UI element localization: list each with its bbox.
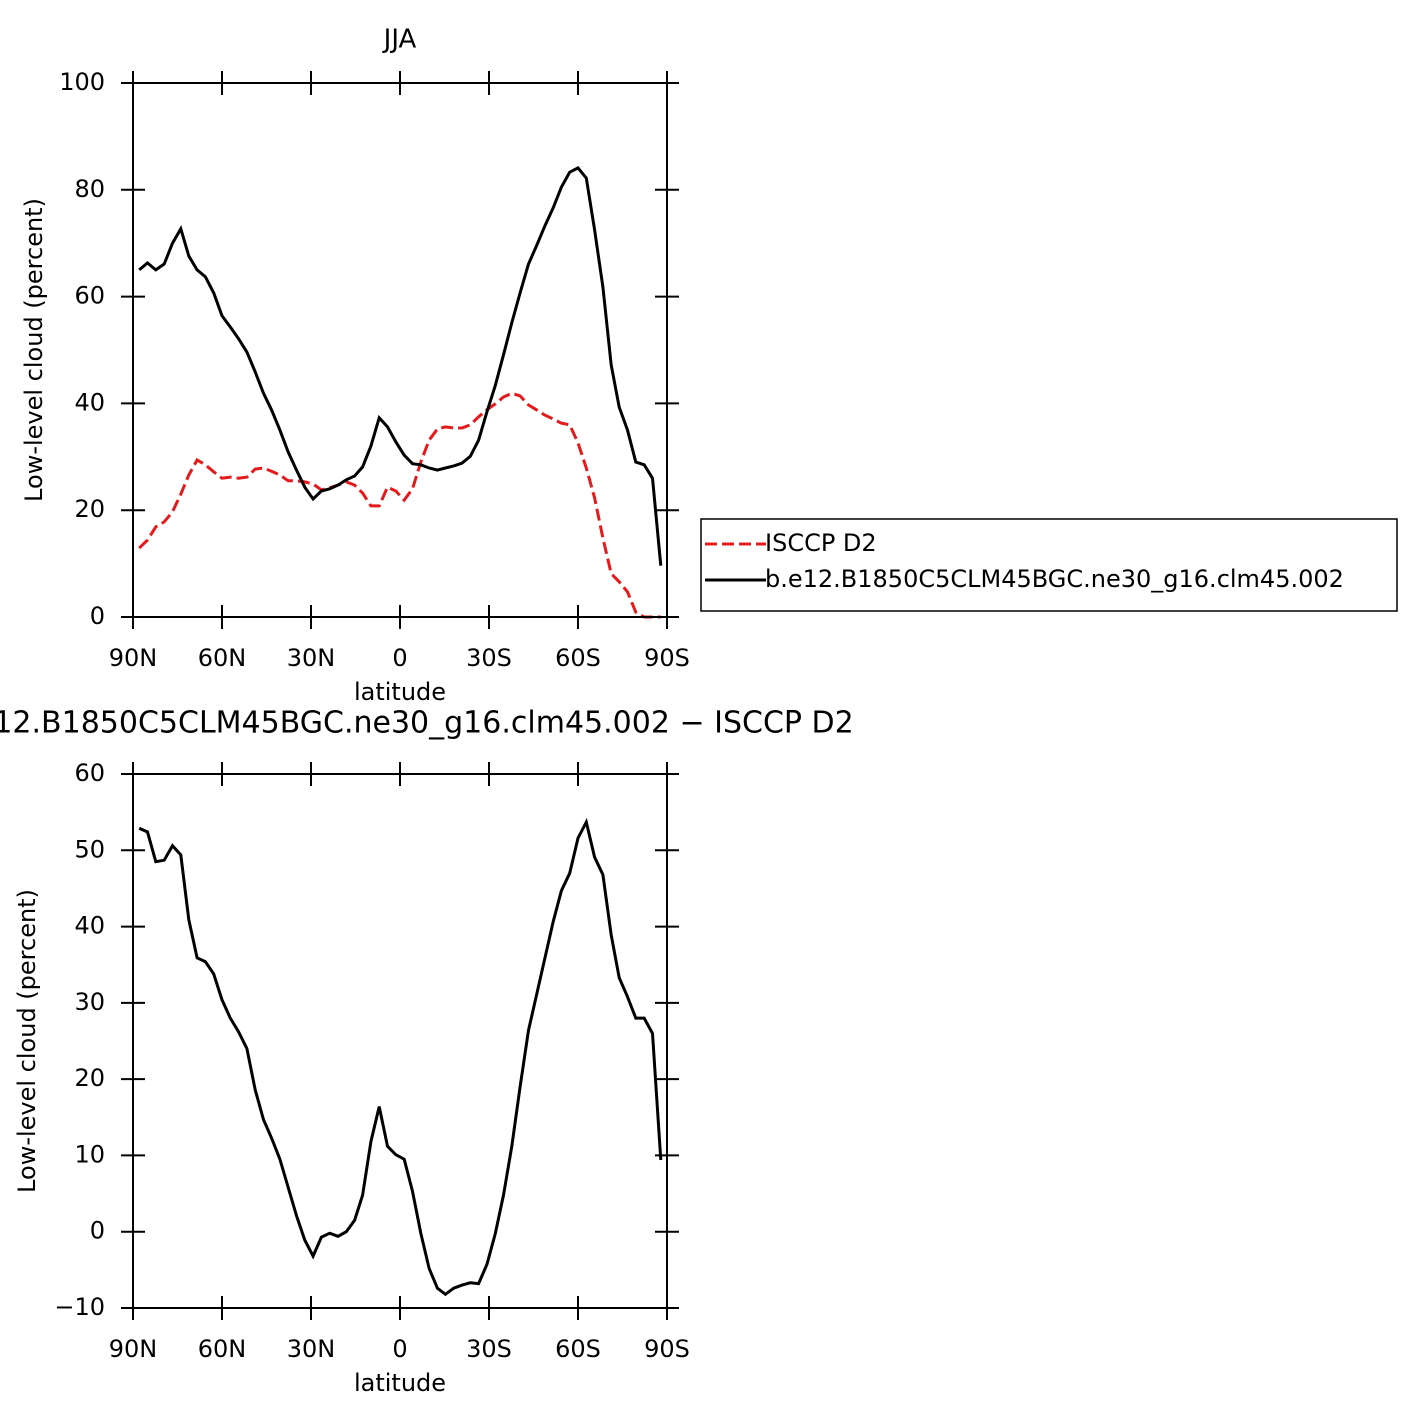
- x-tick-label: 30N: [287, 1335, 336, 1363]
- y-tick-label: 60: [74, 759, 105, 787]
- y-tick-label: 40: [74, 912, 105, 940]
- y-tick-label: 40: [74, 388, 105, 416]
- x-tick-label: 90S: [644, 1335, 690, 1363]
- y-tick-label: 80: [74, 175, 105, 203]
- x-axis-label: latitude: [354, 1369, 446, 1397]
- x-tick-label: 30S: [466, 644, 512, 672]
- series-line: [138, 817, 663, 1297]
- chart-title: b.e12.B1850C5CLM45BGC.ne30_g16.clm45.002…: [0, 706, 854, 741]
- x-tick-label: 30S: [466, 1335, 512, 1363]
- y-axis-label: Low-level cloud (percent): [20, 198, 48, 502]
- y-tick-label: −10: [54, 1293, 105, 1321]
- series-line: [138, 391, 661, 619]
- series-line: [138, 166, 663, 566]
- y-tick-label: 60: [74, 282, 105, 310]
- y-tick-label: 0: [90, 1217, 105, 1245]
- y-tick-label: 20: [74, 1064, 105, 1092]
- x-tick-label: 60S: [555, 1335, 601, 1363]
- y-tick-label: 10: [74, 1140, 105, 1168]
- plot-frame: [132, 773, 668, 1309]
- x-tick-label: 0: [392, 644, 407, 672]
- y-axis-label: Low-level cloud (percent): [13, 889, 41, 1193]
- legend-label: b.e12.B1850C5CLM45BGC.ne30_g16.clm45.002: [765, 565, 1344, 593]
- x-tick-label: 0: [392, 1335, 407, 1363]
- y-tick-label: 100: [59, 68, 105, 96]
- x-tick-label: 90N: [109, 1335, 158, 1363]
- x-axis-label: latitude: [354, 678, 446, 706]
- y-tick-label: 0: [90, 602, 105, 630]
- x-tick-label: 60N: [198, 1335, 247, 1363]
- plot-frame: [132, 82, 668, 618]
- x-tick-label: 30N: [287, 644, 336, 672]
- y-tick-label: 30: [74, 988, 105, 1016]
- y-tick-label: 20: [74, 495, 105, 523]
- x-tick-label: 60S: [555, 644, 601, 672]
- x-tick-label: 90N: [109, 644, 158, 672]
- x-tick-label: 90S: [644, 644, 690, 672]
- chart-title: JJA: [382, 25, 417, 55]
- y-tick-label: 50: [74, 835, 105, 863]
- legend-label: ISCCP D2: [765, 529, 877, 557]
- legend-box: [700, 518, 1398, 612]
- x-tick-label: 60N: [198, 644, 247, 672]
